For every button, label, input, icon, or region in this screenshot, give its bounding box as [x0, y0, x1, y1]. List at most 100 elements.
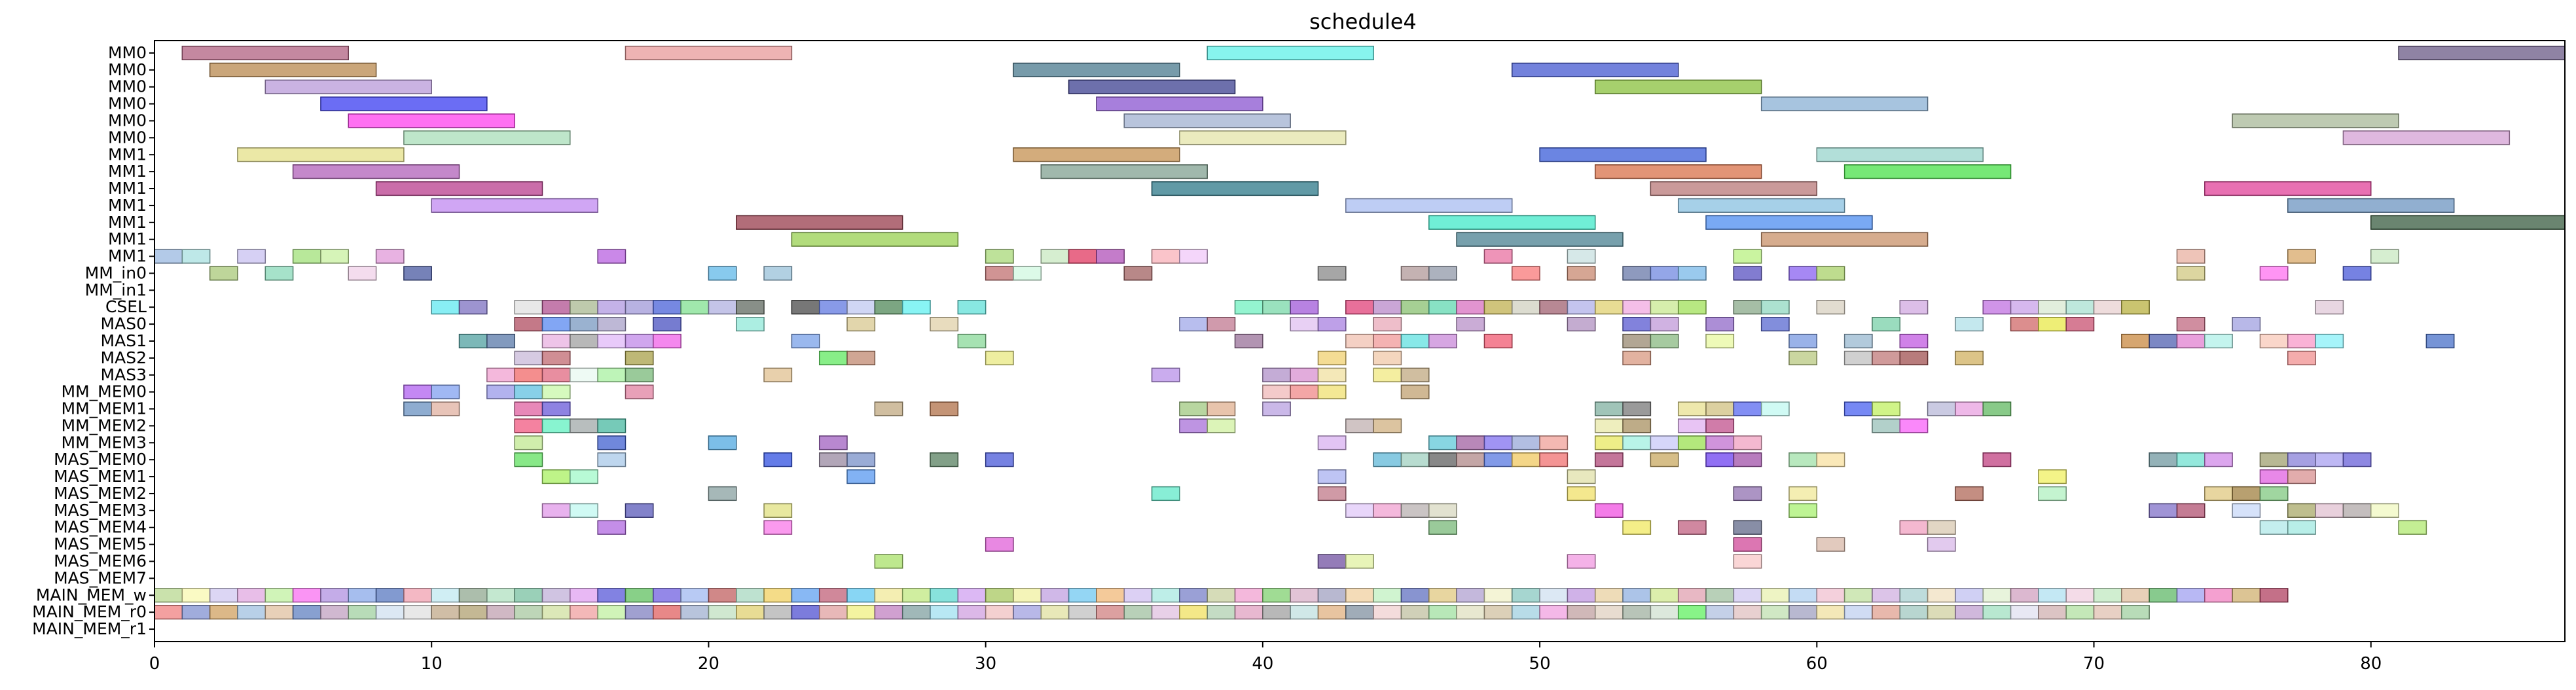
task-bar [2315, 452, 2344, 467]
task-bar [1096, 96, 1263, 111]
task-bar [237, 588, 266, 603]
task-bar [874, 554, 903, 569]
task-bar [1622, 588, 1652, 603]
task-bar [2065, 300, 2095, 315]
task-bar [1872, 350, 1901, 365]
task-bar [2342, 452, 2372, 467]
task-bar [486, 605, 515, 620]
task-bar [874, 300, 903, 315]
task-bar [1705, 401, 1735, 416]
task-bar [570, 418, 598, 433]
task-bar [1512, 435, 1540, 450]
task-bar [2287, 520, 2316, 535]
task-bar [818, 452, 848, 467]
task-bar [1677, 520, 1707, 535]
task-bar [763, 588, 793, 603]
task-bar [1622, 435, 1652, 450]
task-bar [846, 588, 876, 603]
task-bar [1068, 79, 1236, 94]
task-bar [1705, 452, 1735, 467]
task-bar [874, 605, 903, 620]
task-bar [2121, 300, 2150, 315]
task-bar [1317, 486, 1347, 501]
task-bar [2038, 317, 2067, 332]
task-bar [1899, 588, 1929, 603]
task-bar [1760, 317, 1790, 332]
task-bar [1677, 588, 1707, 603]
task-bar [736, 215, 903, 230]
task-bar [1317, 384, 1347, 399]
x-tick-label: 70 [2083, 654, 2105, 674]
x-tick-label: 0 [149, 654, 160, 674]
task-bar [541, 300, 571, 315]
task-bar [680, 588, 710, 603]
task-bar [2093, 588, 2122, 603]
task-bar [846, 452, 876, 467]
task-bar [597, 588, 626, 603]
y-tick-label: MM1 [108, 247, 147, 266]
task-bar [1234, 605, 1263, 620]
task-bar [2315, 333, 2344, 349]
y-tick-label: MM0 [108, 128, 147, 147]
task-bar [985, 452, 1014, 467]
task-bar [1788, 503, 1818, 518]
y-tick-label: MM_MEM3 [62, 433, 147, 452]
task-bar [570, 367, 598, 382]
task-bar [1345, 554, 1374, 569]
task-bar [2010, 317, 2039, 332]
task-bar [514, 401, 543, 416]
task-bar [985, 266, 1014, 281]
task-bar [1317, 588, 1347, 603]
x-tick-label: 80 [2360, 654, 2382, 674]
task-bar [1705, 215, 1873, 230]
task-bar [514, 384, 543, 399]
task-bar [2259, 266, 2289, 281]
task-bar [2176, 503, 2205, 518]
task-bar [292, 249, 321, 264]
task-bar [1927, 588, 1956, 603]
task-bar [2315, 300, 2344, 315]
task-bar [1456, 317, 1485, 332]
task-bar [1456, 452, 1485, 467]
task-bar [403, 384, 432, 399]
task-bar [2149, 503, 2178, 518]
task-bar [791, 300, 820, 315]
task-bar [1262, 384, 1291, 399]
task-bar [791, 232, 959, 247]
y-tick-label: MM_in0 [85, 263, 147, 282]
task-bar [1290, 605, 1319, 620]
task-bar [2149, 452, 2178, 467]
task-bar [1373, 605, 1402, 620]
task-bar [1760, 401, 1790, 416]
task-bar [1373, 418, 1402, 433]
task-bar [1622, 605, 1652, 620]
task-bar [1013, 266, 1042, 281]
task-bar [930, 401, 959, 416]
task-bar [763, 367, 793, 382]
task-bar [1317, 554, 1347, 569]
task-bar [2121, 588, 2150, 603]
task-bar [1040, 605, 1070, 620]
task-bar [1345, 418, 1374, 433]
task-bar [1317, 367, 1347, 382]
task-bar [736, 300, 765, 315]
task-bar [625, 605, 654, 620]
task-bar [1290, 367, 1319, 382]
task-bar [486, 367, 515, 382]
task-bar [403, 588, 432, 603]
task-bar [1262, 605, 1291, 620]
task-bar [1400, 300, 1430, 315]
task-bar [1400, 266, 1430, 281]
task-bar [1151, 486, 1180, 501]
task-bar [1899, 520, 1929, 535]
task-bar [2259, 469, 2289, 484]
task-bar [1456, 605, 1485, 620]
task-bar [514, 418, 543, 433]
task-bar [597, 249, 626, 264]
task-bar [597, 435, 626, 450]
task-bar [541, 350, 571, 365]
task-bar [292, 588, 321, 603]
task-bar [431, 300, 460, 315]
task-bar [1483, 605, 1513, 620]
task-bar [458, 300, 488, 315]
